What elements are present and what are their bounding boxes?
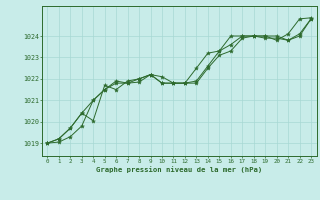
X-axis label: Graphe pression niveau de la mer (hPa): Graphe pression niveau de la mer (hPa) <box>96 166 262 173</box>
